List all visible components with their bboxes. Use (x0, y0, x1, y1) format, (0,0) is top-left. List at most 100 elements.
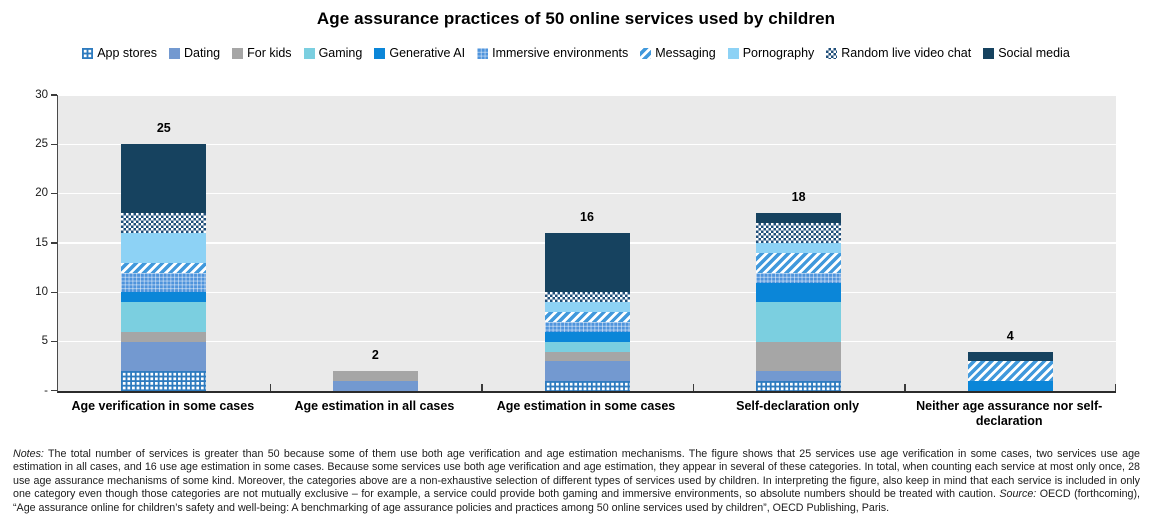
y-tick-mark (50, 94, 57, 96)
legend-item: For kids (232, 46, 292, 60)
chart-title: Age assurance practices of 50 online ser… (316, 9, 836, 28)
legend-label: Immersive environments (492, 46, 629, 60)
legend-label: Random live video chat (841, 46, 972, 60)
chart-legend: App stores Dating For kids Gaming Generative… (0, 46, 1152, 60)
x-tick-mark (692, 384, 695, 391)
bar-segment (756, 252, 842, 273)
x-tick-mark (1114, 384, 1116, 391)
legend-item: Social media (983, 46, 1070, 60)
legend-item: Generative AI (374, 46, 465, 60)
bar-segment (121, 213, 207, 234)
bar-segment (544, 292, 630, 303)
bar-segment (756, 282, 842, 303)
bar-segment (756, 223, 842, 244)
bar-segment (544, 381, 630, 391)
bar-segment (544, 341, 630, 352)
y-axis-tick-label: 30 (35, 88, 48, 101)
legend-swatch (82, 47, 94, 59)
y-tick-mark (50, 242, 57, 244)
x-tick-mark (481, 384, 483, 391)
y-tick-mark (50, 389, 57, 391)
legend-label: Dating (183, 46, 221, 60)
y-tick-mark (50, 340, 57, 343)
bar-segment (967, 381, 1053, 391)
gridline (58, 192, 1116, 195)
y-axis-tick-label: 15 (35, 236, 48, 249)
y-axis-tick-label: 20 (35, 187, 48, 200)
bar-segment (121, 331, 207, 342)
bar-segment (121, 262, 207, 273)
legend-item: Dating (168, 46, 221, 60)
legend-label: Social media (998, 46, 1070, 60)
y-axis-tick-label: 5 (41, 335, 48, 348)
bar-segment (544, 361, 630, 382)
legend-swatch (826, 47, 838, 59)
chart-notes: Notes: The total number of services is g… (13, 448, 1140, 516)
legend-swatch (477, 47, 489, 59)
bar-segment (544, 233, 630, 293)
bar-total-label: 18 (791, 190, 806, 205)
legend-swatch (640, 47, 652, 59)
x-axis-category-label: Self-declaration only (736, 399, 860, 413)
legend-label: Gaming (318, 46, 363, 60)
legend-swatch (983, 47, 995, 59)
bar-segment (756, 341, 842, 372)
legend-swatch (303, 47, 315, 59)
bar-segment (544, 351, 630, 362)
source-label: Source: (999, 488, 1037, 501)
bar-segment (544, 312, 630, 322)
x-tick-mark (904, 384, 906, 391)
legend-label: For kids (247, 46, 292, 60)
bar-segment (544, 331, 630, 342)
bar-segment (544, 302, 630, 313)
bar (544, 233, 630, 391)
legend-swatch (232, 47, 244, 59)
notes-label: Notes: (13, 447, 44, 460)
bar-segment (121, 302, 207, 332)
notes-body: The total number of services is greater … (13, 447, 1140, 501)
bar (332, 371, 418, 391)
bar-segment (756, 213, 842, 224)
legend-label: Pornography (742, 46, 815, 60)
bar-segment (121, 272, 207, 293)
x-axis-category-label: Age estimation in all cases (294, 399, 455, 413)
x-tick-mark (269, 384, 272, 391)
bar-segment (756, 243, 842, 253)
plot-area: 25 2 16 18 4 (50, 94, 1116, 393)
legend-item: Immersive environments (477, 46, 628, 60)
bar-segment (967, 351, 1053, 362)
bar-segment (967, 361, 1053, 382)
legend-label: Messaging (655, 46, 716, 60)
bar-segment (756, 302, 842, 342)
bar-total-label: 16 (580, 210, 594, 225)
y-axis-tick-label: 10 (35, 285, 48, 298)
bar-segment (121, 341, 207, 372)
legend-label: Generative AI (389, 46, 466, 60)
legend-item: App stores (82, 46, 157, 60)
legend-item: Random live video chat (826, 46, 971, 60)
x-axis-category-label: Age verification in some cases (71, 399, 255, 413)
y-axis-tick-label: - (44, 384, 48, 397)
bar-segment (756, 381, 842, 391)
bar-segment (332, 371, 418, 382)
legend-swatch (374, 47, 386, 59)
bar-total-label: 4 (1006, 328, 1014, 343)
bar-total-label: 2 (371, 348, 379, 363)
legend-swatch (727, 47, 739, 59)
gridline (58, 143, 1116, 146)
gridline (58, 94, 1116, 96)
bar-segment (756, 272, 842, 283)
x-axis-category-label: Age estimation in some cases (496, 399, 676, 413)
y-axis-tick-label: 25 (35, 137, 48, 150)
bar-segment (121, 292, 207, 303)
legend-label: App stores (97, 46, 157, 60)
legend-item: Messaging (640, 46, 716, 60)
bar-segment (756, 371, 842, 382)
legend-item: Pornography (727, 46, 815, 60)
source-body: OECD (forthcoming), “Age assurance onlin… (13, 488, 1140, 515)
legend-item: Gaming (303, 46, 363, 60)
y-tick-mark (50, 192, 57, 195)
bar-segment (544, 321, 630, 332)
bar-segment (121, 371, 207, 391)
bar-total-label: 25 (156, 121, 171, 136)
